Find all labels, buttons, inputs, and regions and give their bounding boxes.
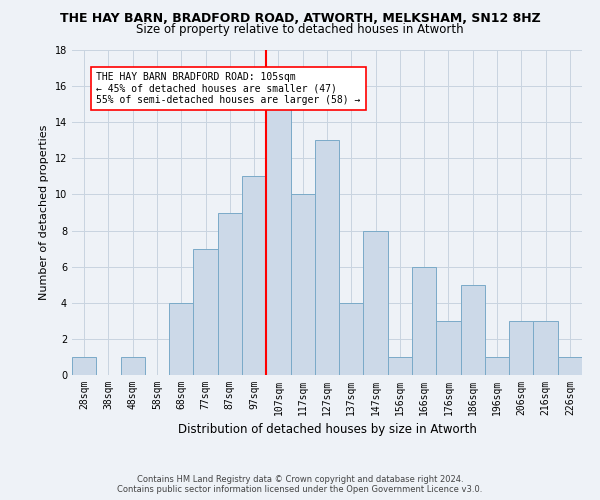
Bar: [193, 248, 218, 375]
Bar: [339, 303, 364, 375]
Bar: [242, 176, 266, 375]
Bar: [169, 303, 193, 375]
Bar: [412, 266, 436, 375]
Bar: [364, 230, 388, 375]
Bar: [436, 321, 461, 375]
Text: Contains HM Land Registry data © Crown copyright and database right 2024.
Contai: Contains HM Land Registry data © Crown c…: [118, 474, 482, 494]
Bar: [290, 194, 315, 375]
Bar: [121, 357, 145, 375]
Bar: [72, 357, 96, 375]
Bar: [218, 212, 242, 375]
Bar: [461, 284, 485, 375]
Text: Size of property relative to detached houses in Atworth: Size of property relative to detached ho…: [136, 22, 464, 36]
Bar: [558, 357, 582, 375]
Y-axis label: Number of detached properties: Number of detached properties: [39, 125, 49, 300]
Bar: [485, 357, 509, 375]
Bar: [533, 321, 558, 375]
Bar: [266, 104, 290, 375]
X-axis label: Distribution of detached houses by size in Atworth: Distribution of detached houses by size …: [178, 424, 476, 436]
Text: THE HAY BARN BRADFORD ROAD: 105sqm
← 45% of detached houses are smaller (47)
55%: THE HAY BARN BRADFORD ROAD: 105sqm ← 45%…: [96, 72, 361, 105]
Bar: [388, 357, 412, 375]
Bar: [315, 140, 339, 375]
Text: THE HAY BARN, BRADFORD ROAD, ATWORTH, MELKSHAM, SN12 8HZ: THE HAY BARN, BRADFORD ROAD, ATWORTH, ME…: [59, 12, 541, 26]
Bar: [509, 321, 533, 375]
